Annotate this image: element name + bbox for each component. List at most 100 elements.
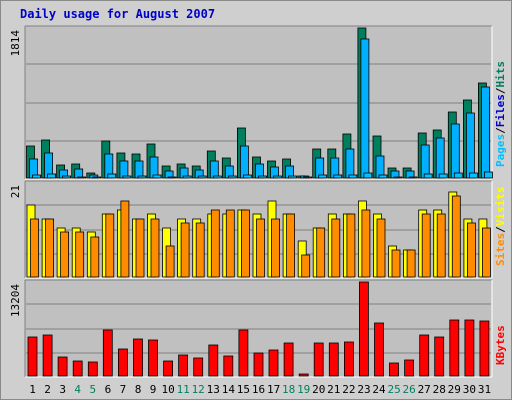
x-tick-label: 20 [312, 383, 325, 396]
pages-bar [197, 175, 207, 179]
kbytes-bar [343, 341, 354, 377]
x-axis-labels: 1 2 3 4 5 6 7 8 9 10 11 12 13 14 15 16 17 18 19 20 21 22 23 24 2… [29, 383, 491, 396]
x-tick-label: 17 [267, 383, 280, 396]
sites-bar [361, 209, 371, 278]
x-tick-label: 23 [357, 383, 370, 396]
x-tick-label: 8 [135, 383, 142, 396]
x-tick-label: 26 [402, 383, 415, 396]
kbytes-bar [72, 360, 83, 377]
sites-bar [466, 222, 476, 278]
legend-word: Files [494, 94, 507, 127]
pages-bar [137, 175, 147, 179]
pages-bar [122, 175, 132, 179]
legend-word: KBytes [494, 325, 507, 365]
pages-bar [468, 172, 478, 179]
panel-pages_files_hits: 1814 Pages/Files/Hits [9, 25, 507, 180]
x-tick-label: 12 [192, 383, 205, 396]
pages-bar [77, 176, 87, 179]
panel-kbytes: 13204 KBytes [9, 279, 507, 378]
files-bar [239, 145, 249, 179]
x-tick-label: 27 [418, 383, 431, 396]
kbytes-bar [133, 338, 143, 377]
legend-separator: / [494, 127, 507, 134]
files-bar [119, 160, 129, 179]
x-tick-label: 25 [387, 383, 400, 396]
sites-bar [271, 218, 280, 278]
pages-bar [333, 174, 343, 179]
kbytes-bar [163, 360, 174, 377]
kbytes-bar [298, 373, 309, 377]
pages-bar [303, 176, 313, 179]
legend-pages_files_hits: Pages/Files/Hits [494, 61, 507, 167]
kbytes-bar [208, 344, 219, 377]
sites-bar [150, 218, 160, 278]
pages-bar [378, 174, 388, 179]
pages-bar [363, 172, 373, 179]
pages-bar [107, 173, 117, 179]
legend-kbytes: KBytes [494, 325, 507, 365]
kbytes-bar [42, 334, 53, 377]
legend-separator: / [494, 87, 507, 94]
x-tick-label: 7 [120, 383, 127, 396]
kbytes-bar [358, 281, 369, 377]
kbytes-bar [102, 329, 113, 377]
pages-bar [393, 176, 403, 179]
legend-sites_visits: Sites/Visits [494, 187, 507, 267]
sites-bar [436, 213, 446, 278]
y-max-label: 13204 [9, 284, 22, 317]
kbytes-bar [464, 319, 475, 377]
kbytes-bar [57, 356, 68, 377]
files-bar [465, 112, 475, 179]
sites-bar [286, 213, 296, 278]
kbytes-bar [313, 342, 324, 377]
kbytes-bar [434, 336, 445, 377]
sites-bar [240, 209, 250, 278]
files-bar [209, 160, 219, 179]
pages-bar [273, 175, 282, 179]
x-tick-label: 11 [177, 383, 190, 396]
x-tick-label: 16 [252, 383, 265, 396]
sites-bar [331, 218, 341, 278]
sites-bar [376, 218, 386, 278]
sites-bar [256, 218, 265, 278]
kbytes-bar [27, 336, 38, 377]
pages-bar [242, 174, 252, 179]
kbytes-bar [449, 319, 460, 377]
sites-bar [481, 227, 491, 278]
pages-bar [167, 176, 177, 179]
x-tick-label: 2 [44, 383, 51, 396]
kbytes-bar [283, 342, 294, 377]
sites-bar [210, 209, 220, 278]
x-tick-label: 13 [207, 383, 220, 396]
y-max-label: 1814 [9, 30, 22, 57]
sites-bar [421, 213, 431, 278]
kbytes-bar [253, 352, 264, 377]
pages-bar [227, 175, 237, 179]
sites-bar [75, 231, 85, 278]
kbytes-bar [419, 334, 430, 377]
pages-bar [92, 176, 102, 179]
x-tick-label: 15 [237, 383, 250, 396]
x-tick-label: 10 [161, 383, 174, 396]
sites-bar [406, 249, 416, 278]
pages-bar [32, 174, 41, 179]
sites-bar [451, 195, 461, 278]
pages-bar [453, 172, 463, 179]
y-max-label: 21 [9, 185, 22, 198]
chart-panels: 1814 Pages/Files/Hits 21 Sites/Visits 13204 K… [9, 25, 507, 378]
x-tick-label: 19 [297, 383, 310, 396]
legend-word: Pages [494, 134, 507, 167]
pages-bar [47, 173, 56, 179]
x-tick-label: 1 [29, 383, 36, 396]
kbytes-bar [404, 359, 415, 377]
panel-sites_visits: 21 Sites/Visits [9, 180, 507, 279]
sites-bar [195, 222, 205, 278]
x-tick-label: 14 [222, 383, 236, 396]
kbytes-bar [268, 349, 279, 377]
x-tick-label: 9 [150, 383, 157, 396]
x-tick-label: 24 [372, 383, 386, 396]
files-bar [134, 160, 144, 179]
pages-bar [423, 173, 433, 179]
files-bar [480, 86, 490, 179]
